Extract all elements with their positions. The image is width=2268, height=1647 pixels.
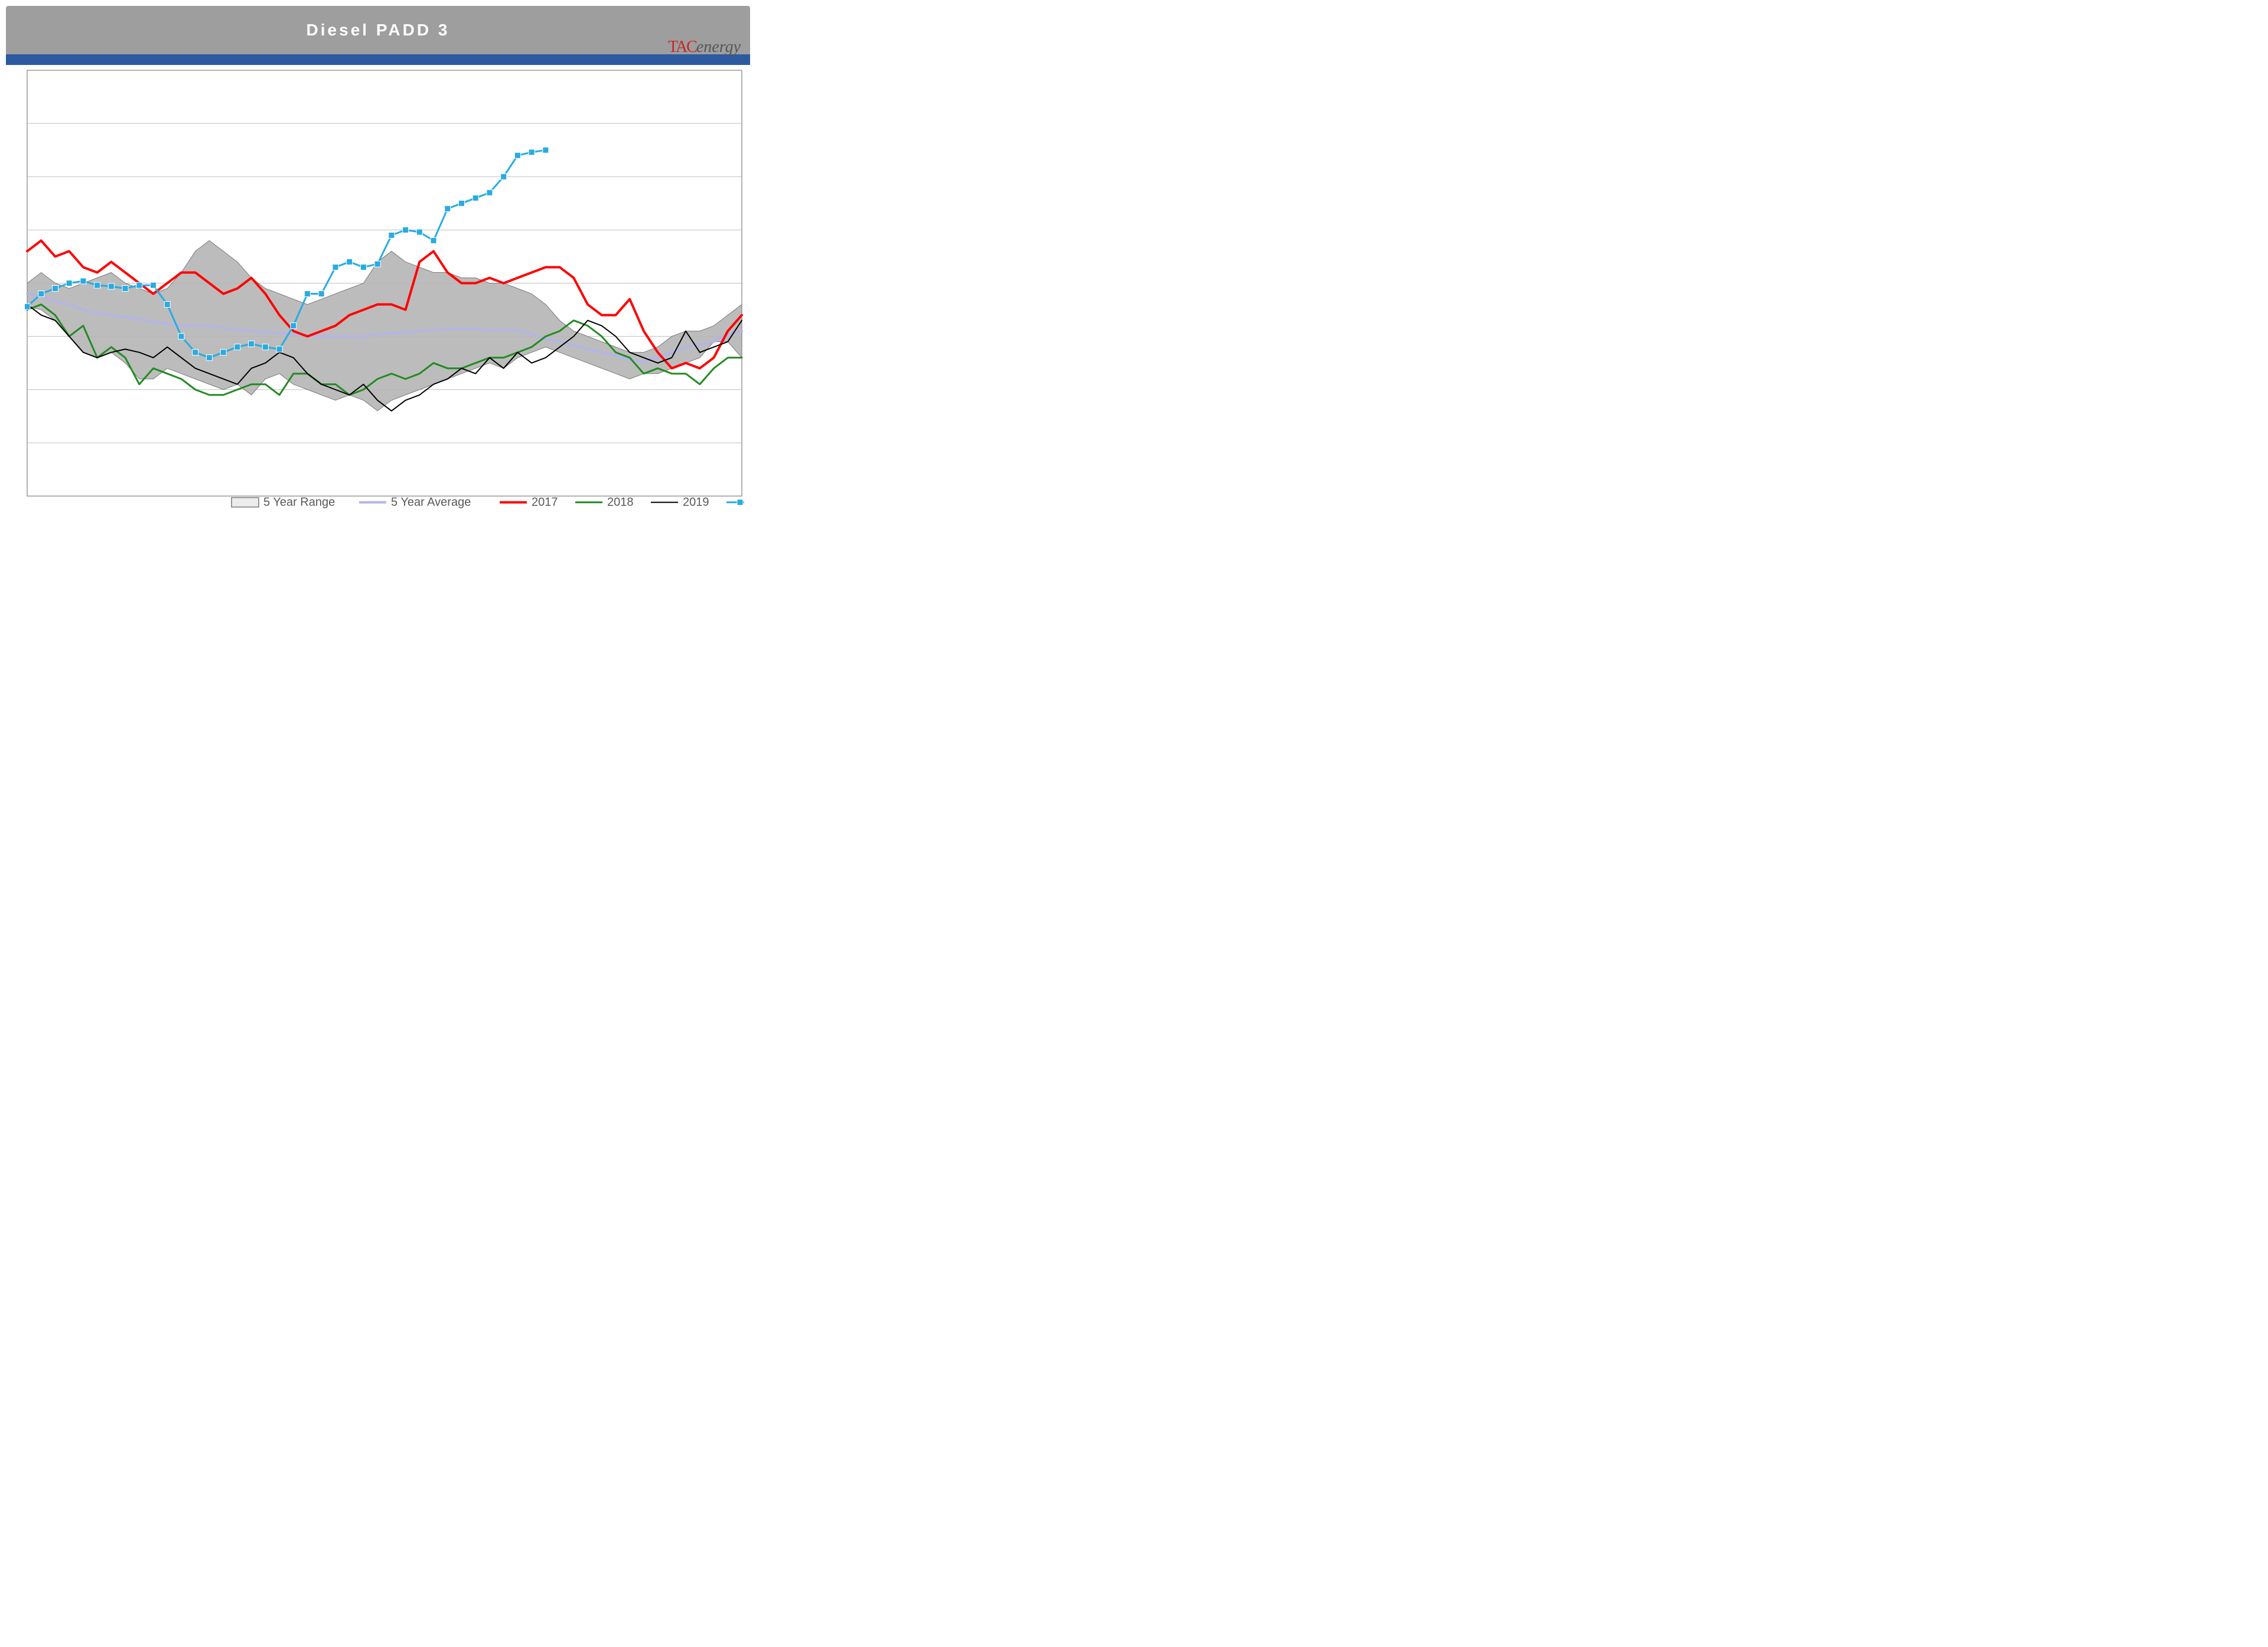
brand-left: TAC <box>668 38 696 56</box>
svg-text:2017: 2017 <box>532 496 558 509</box>
accent-band <box>6 54 750 65</box>
svg-text:2018: 2018 <box>607 496 634 509</box>
plot-area: 5 Year Range5 Year Average20172018201920… <box>25 68 744 531</box>
svg-text:5 Year Average: 5 Year Average <box>391 496 471 509</box>
chart-container: Diesel PADD 3 TACenergy 5 Year Range 5 Ye… <box>0 0 756 549</box>
title-bar: Diesel PADD 3 <box>6 6 750 54</box>
brand-right: energy <box>696 38 741 56</box>
chart-svg: 5 Year Range5 Year Average20172018201920… <box>25 68 744 531</box>
svg-text:2019: 2019 <box>683 496 709 509</box>
svg-text:5 Year Range: 5 Year Range <box>263 496 335 509</box>
brand-logo: TACenergy <box>668 38 741 57</box>
chart-title: Diesel PADD 3 <box>307 21 450 40</box>
